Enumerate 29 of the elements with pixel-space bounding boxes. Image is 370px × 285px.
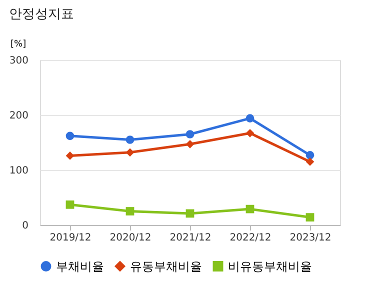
x-tick-label: 2020/12 bbox=[110, 232, 152, 244]
point bbox=[126, 207, 134, 216]
point bbox=[306, 213, 314, 222]
y-tick-label: 300 bbox=[9, 56, 28, 66]
point bbox=[246, 114, 254, 122]
point bbox=[306, 158, 314, 166]
x-tick-label: 2022/12 bbox=[230, 232, 272, 244]
point bbox=[66, 152, 74, 160]
legend-label: 부채비율 bbox=[56, 259, 104, 274]
point bbox=[186, 140, 194, 148]
y-tick-label: 0 bbox=[22, 220, 28, 232]
point bbox=[126, 148, 134, 157]
point bbox=[66, 200, 74, 209]
y-axis-title: [%] bbox=[10, 40, 26, 50]
point bbox=[306, 150, 314, 160]
x-tick-label: 2019/12 bbox=[50, 232, 92, 244]
legend-label: 유동부채비율 bbox=[130, 259, 202, 274]
point bbox=[246, 128, 254, 138]
point bbox=[186, 130, 194, 138]
legend-label: 비유동부채비율 bbox=[228, 259, 312, 274]
point bbox=[126, 136, 134, 144]
x-tick-label: 2023/12 bbox=[290, 232, 332, 244]
x-tick-label: 2021/12 bbox=[170, 232, 212, 244]
point bbox=[66, 132, 74, 140]
y-tick-label: 200 bbox=[9, 110, 28, 122]
chart-title: 안정성지표 bbox=[8, 7, 74, 22]
point bbox=[246, 204, 254, 214]
point bbox=[186, 209, 194, 218]
y-tick-label: 100 bbox=[9, 166, 28, 176]
